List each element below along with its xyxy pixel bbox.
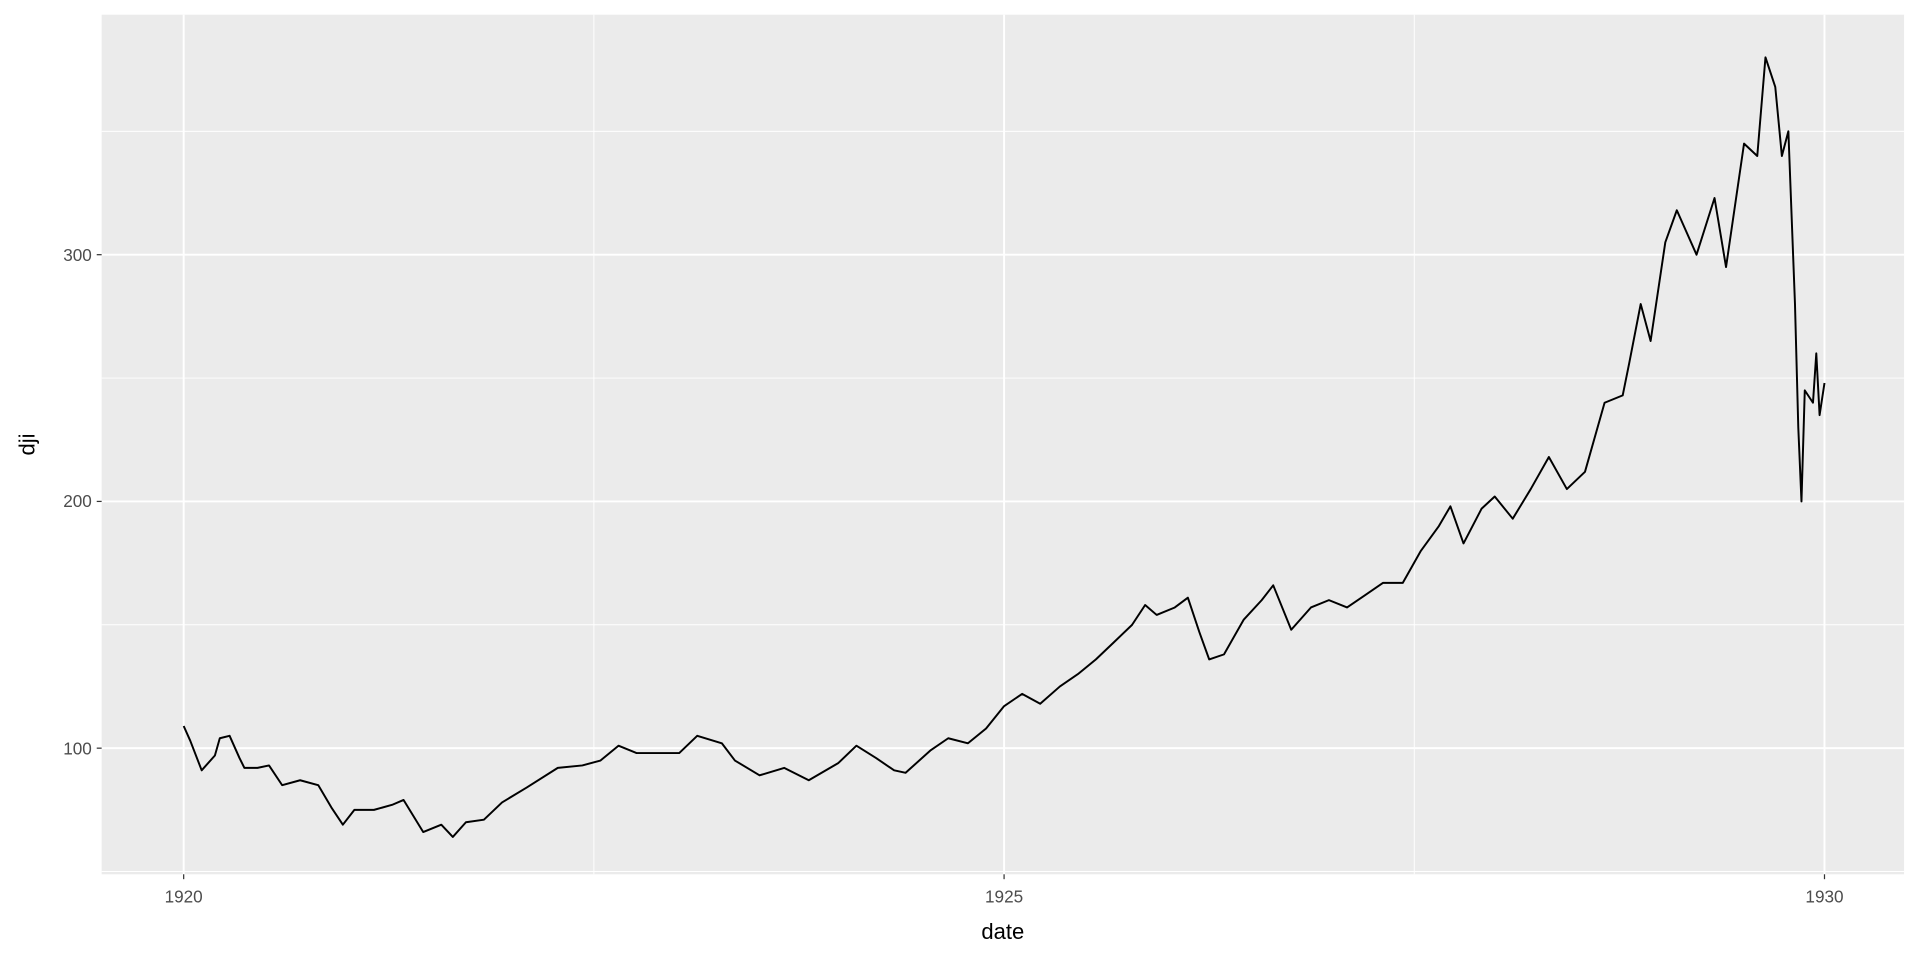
y-axis-title: dji	[14, 433, 39, 455]
series-line-dji	[182, 56, 1826, 838]
x-tick-label-1920: 1920	[165, 886, 203, 906]
x-tick-label-1925: 1925	[985, 886, 1023, 906]
y-tick-label-200: 200	[63, 491, 92, 511]
x-axis-title: date	[981, 919, 1024, 944]
y-tick-label-300: 300	[63, 245, 92, 265]
grid-lines	[101, 14, 1905, 875]
axis-ticks	[96, 254, 1826, 880]
x-tick-label-1930: 1930	[1805, 886, 1843, 906]
y-tick-label-100: 100	[63, 738, 92, 758]
plot-panel	[101, 14, 1905, 875]
